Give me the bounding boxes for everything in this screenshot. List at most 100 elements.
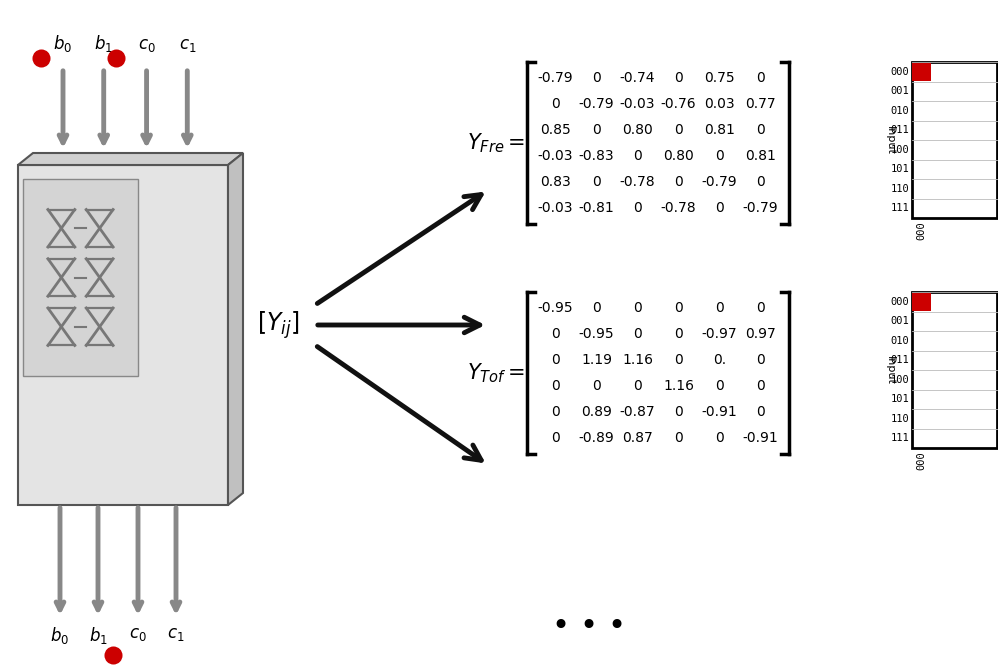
Text: -0.87: -0.87 (620, 405, 656, 419)
Text: 0.89: 0.89 (581, 405, 612, 419)
Text: -0.03: -0.03 (620, 97, 656, 111)
Text: 100: 100 (890, 145, 909, 155)
Text: 0: 0 (756, 379, 764, 393)
Text: $\mathit{c}_{1}$: $\mathit{c}_{1}$ (179, 36, 196, 54)
Text: 0: 0 (551, 97, 560, 111)
Text: 0.: 0. (713, 353, 727, 367)
Polygon shape (18, 153, 243, 165)
Text: 010: 010 (890, 336, 909, 346)
Text: 0: 0 (551, 379, 560, 393)
Text: 111: 111 (890, 434, 909, 444)
Bar (23, 179, 138, 376)
Text: $\mathit{c}_{1}$: $\mathit{c}_{1}$ (168, 625, 185, 643)
Text: 000: 000 (916, 451, 926, 469)
Text: 0: 0 (716, 301, 724, 315)
Text: -0.03: -0.03 (538, 149, 573, 163)
Text: 1.19: 1.19 (581, 353, 612, 367)
Text: 0: 0 (674, 175, 683, 189)
Text: 111: 111 (890, 203, 909, 213)
Text: 0: 0 (716, 379, 724, 393)
Text: -0.78: -0.78 (661, 201, 697, 215)
Text: -0.79: -0.79 (579, 97, 615, 111)
Text: $\mathit{b}_{0}$: $\mathit{b}_{0}$ (54, 33, 73, 54)
Text: Input: Input (885, 126, 895, 154)
Text: -0.79: -0.79 (538, 71, 573, 85)
Text: 0: 0 (551, 431, 560, 445)
Text: $\mathit{b}_{1}$: $\mathit{b}_{1}$ (94, 33, 113, 54)
Text: 000: 000 (916, 221, 926, 240)
Text: 0.83: 0.83 (540, 175, 571, 189)
Text: 0: 0 (756, 405, 764, 419)
Text: 110: 110 (890, 414, 909, 424)
Text: •: • (579, 612, 597, 642)
Text: 0: 0 (674, 71, 683, 85)
Text: 0: 0 (756, 301, 764, 315)
Text: 101: 101 (890, 164, 909, 174)
Text: 0: 0 (716, 431, 724, 445)
Text: 110: 110 (890, 184, 909, 194)
Text: 0.97: 0.97 (746, 327, 775, 341)
Text: 0: 0 (674, 405, 683, 419)
Text: $Y_{Fre}=$: $Y_{Fre}=$ (467, 131, 525, 155)
Text: $\mathit{b}_{0}$: $\mathit{b}_{0}$ (51, 625, 70, 646)
Text: 0: 0 (716, 149, 724, 163)
Text: 0.03: 0.03 (705, 97, 735, 111)
Text: 0: 0 (633, 379, 642, 393)
Text: -0.79: -0.79 (743, 201, 778, 215)
Text: -0.95: -0.95 (579, 327, 615, 341)
Text: 0: 0 (674, 123, 683, 137)
Text: 0: 0 (592, 301, 601, 315)
Text: 0: 0 (716, 201, 724, 215)
Text: 011: 011 (890, 125, 909, 135)
Bar (912, 293, 931, 311)
Text: •: • (551, 612, 569, 642)
Text: 0: 0 (756, 71, 764, 85)
Text: 000: 000 (890, 66, 909, 76)
Text: -0.89: -0.89 (579, 431, 615, 445)
Text: 0: 0 (551, 405, 560, 419)
Text: $[Y_{ij}]$: $[Y_{ij}]$ (256, 309, 299, 341)
Text: 0: 0 (756, 123, 764, 137)
Text: $\mathit{b}_{1}$: $\mathit{b}_{1}$ (89, 625, 108, 646)
Text: 0: 0 (633, 149, 642, 163)
Text: 101: 101 (890, 394, 909, 404)
Text: 0: 0 (551, 327, 560, 341)
Text: -0.76: -0.76 (661, 97, 697, 111)
Text: 0: 0 (592, 71, 601, 85)
Text: •: • (607, 612, 625, 642)
Text: 1.16: 1.16 (663, 379, 694, 393)
Text: 0: 0 (674, 353, 683, 367)
Text: 001: 001 (890, 86, 909, 96)
Text: -0.79: -0.79 (702, 175, 738, 189)
Text: 0: 0 (674, 327, 683, 341)
Text: 0: 0 (592, 175, 601, 189)
Text: 0.80: 0.80 (663, 149, 694, 163)
Text: 0: 0 (756, 353, 764, 367)
Text: 0: 0 (633, 327, 642, 341)
Text: -0.74: -0.74 (620, 71, 656, 85)
Text: -0.83: -0.83 (579, 149, 615, 163)
Bar (18, 165, 228, 505)
Bar (912, 63, 931, 80)
Text: 000: 000 (890, 297, 909, 307)
Text: 0: 0 (551, 353, 560, 367)
Text: 0.80: 0.80 (622, 123, 653, 137)
Text: 0.87: 0.87 (622, 431, 653, 445)
Text: 010: 010 (890, 106, 909, 116)
Text: 0.75: 0.75 (705, 71, 735, 85)
Text: 001: 001 (890, 317, 909, 327)
Text: -0.91: -0.91 (743, 431, 778, 445)
Text: 0: 0 (674, 301, 683, 315)
Bar (912, 62, 997, 218)
Polygon shape (228, 153, 243, 505)
Text: $\mathit{c}_{0}$: $\mathit{c}_{0}$ (129, 625, 147, 643)
Text: -0.95: -0.95 (538, 301, 573, 315)
Text: 0.85: 0.85 (540, 123, 571, 137)
Text: 0: 0 (633, 301, 642, 315)
Text: -0.78: -0.78 (620, 175, 656, 189)
Text: 011: 011 (890, 355, 909, 365)
Text: -0.81: -0.81 (579, 201, 615, 215)
Text: 100: 100 (890, 375, 909, 385)
Text: 0: 0 (592, 123, 601, 137)
Bar (912, 292, 997, 448)
